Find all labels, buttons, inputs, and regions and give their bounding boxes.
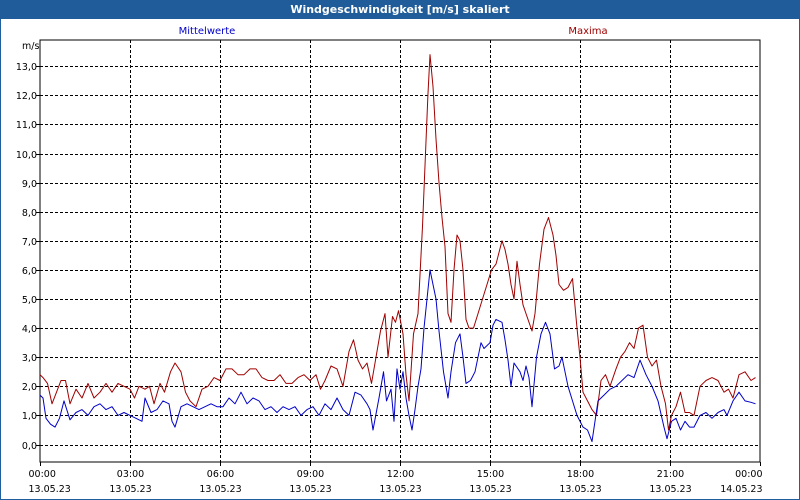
series-lines	[39, 54, 756, 443]
x-tick-date-label: 13.05.23	[29, 484, 71, 495]
y-tick-label: 2,0	[22, 382, 37, 393]
y-tick-label: 4,0	[22, 324, 37, 335]
y-tick-label: 5,0	[22, 295, 37, 306]
y-tick-label: 10,0	[16, 150, 37, 161]
x-tick-date-label: 13.05.23	[289, 484, 331, 495]
y-tick-label: 7,0	[22, 237, 37, 248]
y-tick-label: 12,0	[16, 91, 37, 102]
y-tick-label: 6,0	[22, 266, 37, 277]
y-axis-unit-label: m/s	[22, 41, 39, 52]
x-tick-date-label: 13.05.23	[559, 484, 601, 495]
x-tick-time-label: 21:00	[657, 469, 684, 480]
y-tick-label: 1,0	[22, 411, 37, 422]
x-tick-time-label: 00:00	[735, 469, 762, 480]
y-tick-label: 11,0	[16, 120, 37, 131]
x-tick-time-label: 18:00	[567, 469, 594, 480]
y-tick-label: 8,0	[22, 208, 37, 219]
x-tick-date-label: 13.05.23	[199, 484, 241, 495]
series-line-mittelwerte	[39, 269, 756, 443]
window-title: Windgeschwindigkeit [m/s] skaliert	[0, 0, 800, 19]
y-tick-label: 9,0	[22, 179, 37, 190]
y-tick-label: 3,0	[22, 353, 37, 364]
y-axis-ticks: 0,0 1,0 2,0 3,0 4,0 5,0 6,0 7,0 8,0 9,0 10,0 11,0 12…	[16, 62, 40, 452]
x-tick-date-label: 13.05.23	[379, 484, 421, 495]
x-tick-time-label: 15:00	[477, 469, 504, 480]
y-tick-label: 13,0	[16, 62, 37, 73]
x-tick-date-label: 13.05.23	[109, 484, 151, 495]
legend-mean: Mittelwerte	[179, 26, 236, 37]
x-tick-date-label: 13.05.23	[469, 484, 511, 495]
grid-lines	[40, 40, 760, 462]
series-line-maxima	[39, 54, 756, 431]
x-tick-date-label: 14.05.23	[720, 484, 762, 495]
legend-max: Maxima	[568, 26, 607, 37]
y-tick-label: 0,0	[22, 441, 37, 452]
x-tick-time-label: 00:00	[29, 469, 56, 480]
x-tick-date-label: 13.05.23	[649, 484, 691, 495]
x-tick-time-label: 12:00	[387, 469, 414, 480]
x-tick-time-label: 03:00	[117, 469, 144, 480]
x-tick-time-label: 09:00	[297, 469, 324, 480]
x-tick-time-label: 06:00	[207, 469, 234, 480]
x-axis-ticks: 00:00 13.05.23 03:00 13.05.23 06:00 13.05.23 0…	[29, 462, 763, 495]
